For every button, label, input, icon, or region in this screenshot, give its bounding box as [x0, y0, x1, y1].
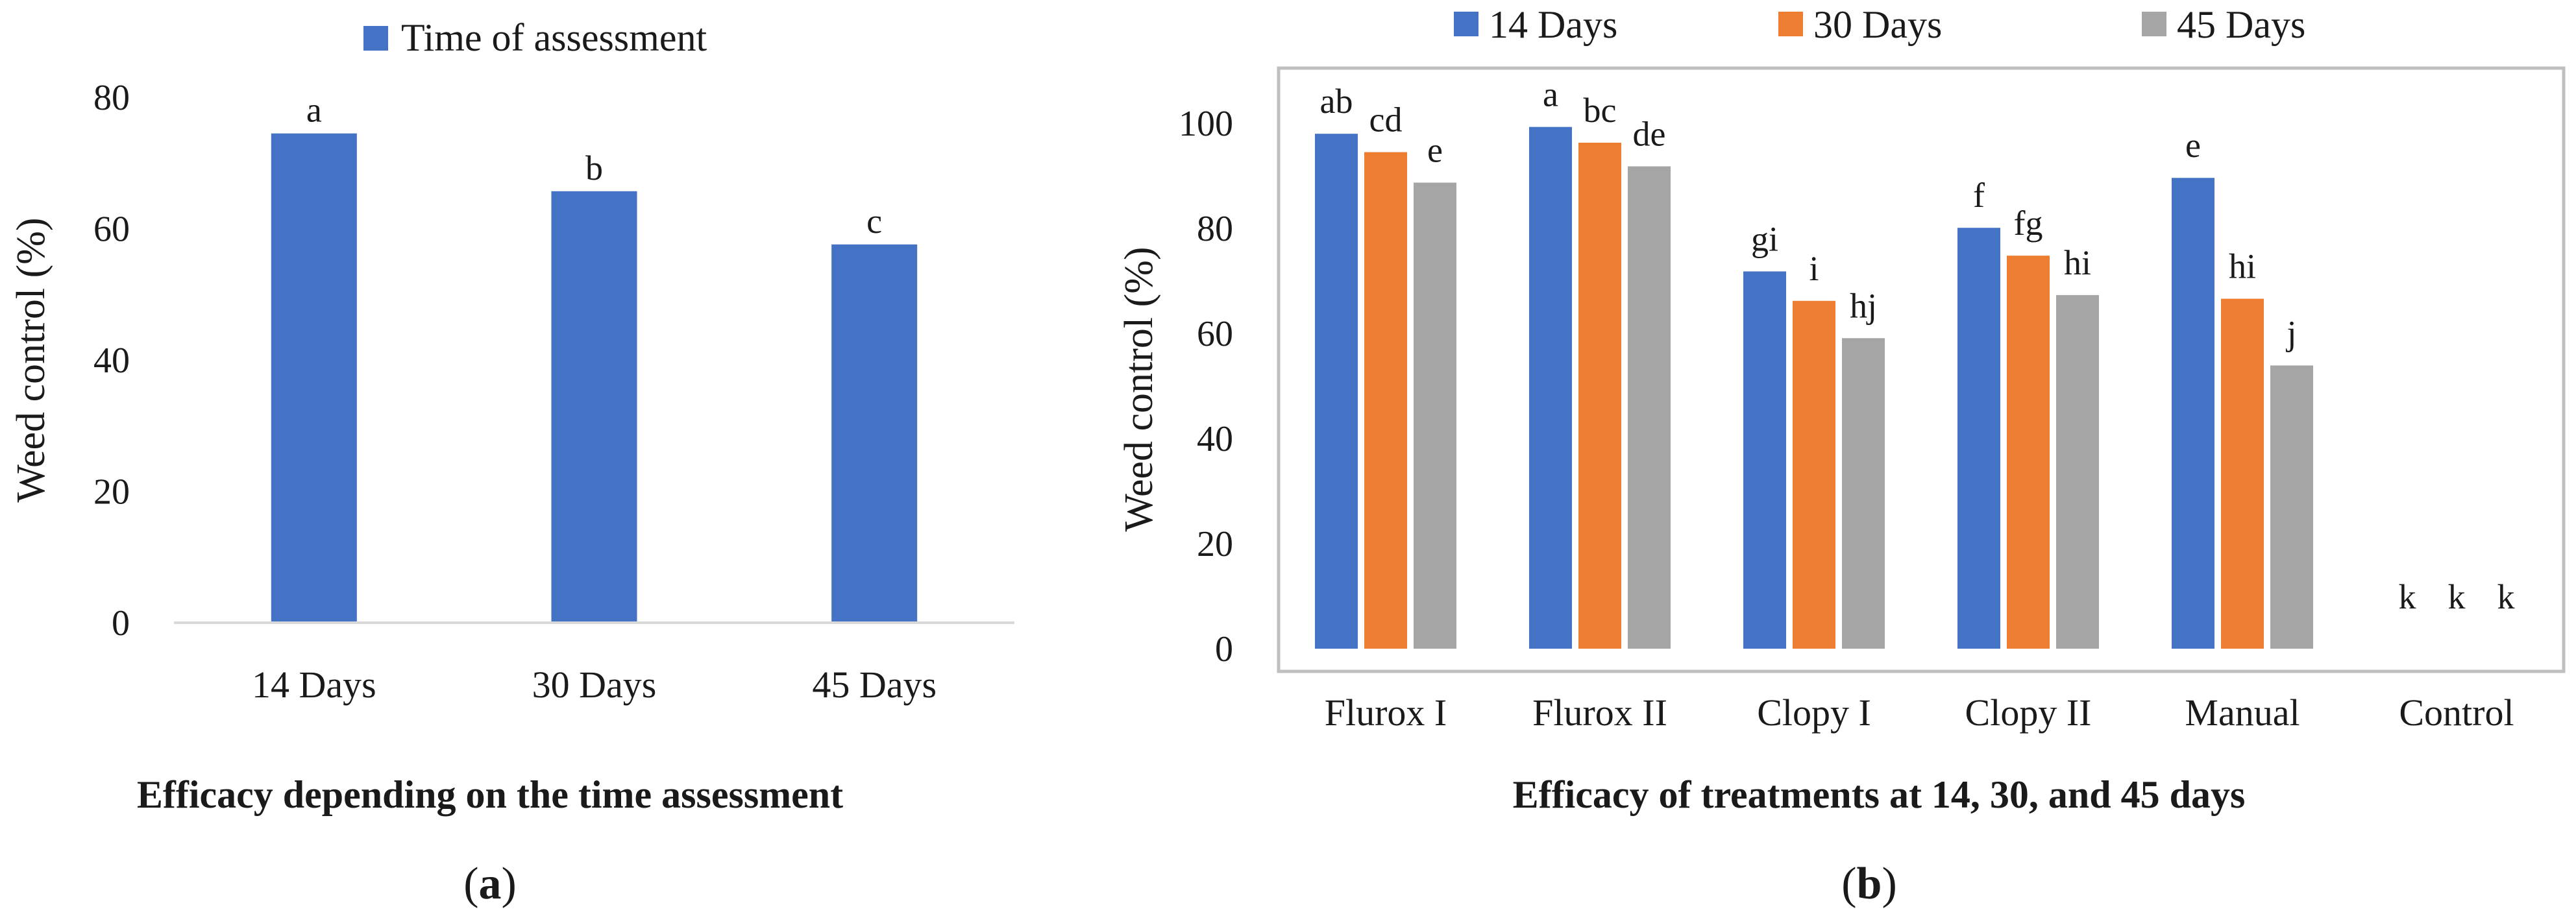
- x-tick-b-control: Control: [2399, 692, 2514, 734]
- data-label-b-flurox-ii-14-days: a: [1543, 75, 1558, 114]
- y-tick-a-60: 60: [93, 210, 130, 250]
- y-tick-b-0: 0: [1215, 629, 1233, 669]
- bar-a-30-days: [551, 191, 637, 623]
- legend-a-swatch: [363, 26, 388, 51]
- x-tick-b-flurox-ii: Flurox II: [1532, 692, 1667, 734]
- bar-b-clopy-i-45-days: [1842, 338, 1885, 649]
- chart-a-data-labels: a b c: [306, 91, 882, 241]
- chart-a-y-ticks: 0 20 40 60 80: [93, 78, 130, 643]
- bar-b-clopy-ii-14-days: [1957, 228, 2000, 649]
- data-label-b-control-30-days: k: [2448, 577, 2466, 616]
- legend-b-swatch-45-days: [2142, 12, 2166, 36]
- legend-b-label-45-days: 45 Days: [2177, 3, 2305, 46]
- bar-b-flurox-i-14-days: [1315, 134, 1358, 649]
- y-tick-a-40: 40: [93, 341, 130, 381]
- data-label-b-flurox-ii-45-days: de: [1633, 114, 1666, 153]
- chart-b-legend: 14 Days 30 Days 45 Days: [1454, 3, 2305, 46]
- data-label-b-clopy-ii-14-days: f: [1973, 176, 1985, 215]
- chart-b-y-ticks: 0 20 40 60 80 100: [1179, 104, 1233, 669]
- bar-b-clopy-ii-30-days: [2007, 256, 2050, 649]
- bar-b-clopy-ii-45-days: [2056, 295, 2099, 649]
- bar-b-flurox-ii-30-days: [1578, 142, 1621, 649]
- data-label-b-clopy-i-14-days: gi: [1751, 219, 1778, 258]
- bar-b-manual-30-days: [2221, 298, 2264, 649]
- y-tick-a-20: 20: [93, 472, 130, 512]
- chart-b-title: Efficacy of treatments at 14, 30, and 45…: [1513, 773, 2246, 816]
- data-label-a-30-days: b: [585, 149, 603, 187]
- data-label-b-manual-45-days: j: [2285, 313, 2296, 352]
- legend-b-label-14-days: 14 Days: [1489, 3, 1617, 46]
- y-tick-b-80: 80: [1197, 209, 1233, 249]
- chart-a-title: Efficacy depending on the time assessmen…: [137, 773, 843, 816]
- bar-b-clopy-i-30-days: [1793, 300, 1835, 649]
- chart-b-bars: [1315, 126, 2313, 649]
- chart-b-y-axis-label: Weed control (%): [1117, 247, 1161, 531]
- data-label-b-flurox-i-30-days: cd: [1369, 101, 1403, 139]
- x-tick-b-clopy-i: Clopy I: [1757, 692, 1871, 734]
- x-tick-a-14-days: 14 Days: [252, 664, 376, 706]
- x-tick-b-flurox-i: Flurox I: [1325, 692, 1447, 734]
- data-label-b-manual-14-days: e: [2185, 126, 2201, 165]
- y-tick-b-100: 100: [1179, 104, 1233, 144]
- x-tick-b-clopy-ii: Clopy II: [1965, 692, 2092, 734]
- data-label-b-clopy-ii-45-days: hi: [2064, 243, 2091, 282]
- chart-b-plot-border: [1277, 66, 2566, 673]
- y-tick-b-40: 40: [1197, 419, 1233, 459]
- bar-a-14-days: [271, 133, 357, 623]
- data-label-b-flurox-i-14-days: ab: [1320, 82, 1353, 121]
- data-label-b-manual-30-days: hi: [2229, 247, 2256, 286]
- x-tick-a-30-days: 30 Days: [532, 664, 657, 706]
- bar-b-manual-14-days: [2172, 178, 2214, 649]
- chart-a-legend: Time of assessment: [363, 16, 707, 59]
- legend-b-swatch-14-days: [1454, 12, 1478, 36]
- panel-b-caption: (b): [1841, 859, 1897, 909]
- y-tick-b-60: 60: [1197, 314, 1233, 354]
- data-label-b-flurox-i-45-days: e: [1427, 131, 1443, 170]
- bar-b-clopy-i-14-days: [1743, 271, 1786, 649]
- legend-b-label-30-days: 30 Days: [1813, 3, 1942, 46]
- bar-a-45-days: [831, 244, 918, 623]
- chart-a-bars: [271, 133, 918, 623]
- data-label-b-control-45-days: k: [2497, 577, 2515, 616]
- bar-b-flurox-ii-14-days: [1529, 126, 1572, 649]
- data-label-a-14-days: a: [306, 91, 322, 130]
- legend-b-swatch-30-days: [1778, 12, 1803, 36]
- data-label-b-clopy-ii-30-days: fg: [2014, 204, 2043, 243]
- data-label-b-control-14-days: k: [2399, 577, 2416, 616]
- bar-b-flurox-ii-45-days: [1628, 166, 1671, 649]
- bar-b-flurox-i-30-days: [1364, 152, 1407, 649]
- panel-a-caption: (a): [463, 859, 517, 909]
- chart-a-y-axis-label: Weed control (%): [9, 217, 53, 502]
- y-tick-b-20: 20: [1197, 524, 1233, 564]
- chart-b-x-ticks: Flurox I Flurox II Clopy I Clopy II Manual Co…: [1325, 692, 2514, 734]
- data-label-b-clopy-i-30-days: i: [1809, 249, 1819, 288]
- bar-b-flurox-i-45-days: [1414, 182, 1456, 649]
- bar-b-manual-45-days: [2270, 365, 2313, 649]
- chart-a: Time of assessment a b c 0 20 40 60 80 14 Days…: [9, 16, 1014, 909]
- data-label-b-clopy-i-45-days: hj: [1850, 286, 1877, 325]
- chart-a-x-ticks: 14 Days 30 Days 45 Days: [252, 664, 937, 706]
- y-tick-a-80: 80: [93, 78, 130, 118]
- x-tick-b-manual: Manual: [2185, 692, 2300, 734]
- x-tick-a-45-days: 45 Days: [812, 664, 937, 706]
- data-label-b-flurox-ii-30-days: bc: [1584, 91, 1617, 130]
- data-label-a-45-days: c: [866, 202, 882, 241]
- legend-a-label: Time of assessment: [401, 16, 707, 59]
- y-tick-a-0: 0: [112, 603, 130, 643]
